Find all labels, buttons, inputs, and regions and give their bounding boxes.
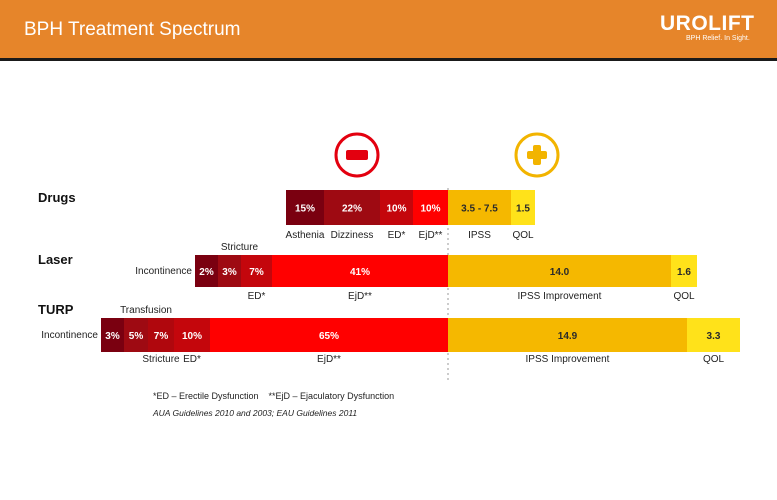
laser-benefit-0-value-label: 14.0	[550, 267, 570, 278]
laser-benefit-1-bar	[671, 255, 697, 287]
turp-risk-2-category-label: Stricture	[142, 354, 180, 365]
drugs-benefit-0-bar	[448, 190, 511, 225]
drugs-benefit-1-bar	[511, 190, 535, 225]
turp-benefit-1-category-label: QOL	[703, 354, 725, 365]
turp-benefit-0-value-label: 14.9	[558, 331, 578, 342]
turp-benefit-1-bar	[687, 318, 740, 352]
drugs-risk-0-category-label: Asthenia	[286, 230, 325, 241]
turp-risk-2-bar	[148, 318, 174, 352]
drugs-risk-2-bar	[380, 190, 413, 225]
laser-risk-2-category-label: ED*	[248, 291, 266, 302]
laser-risk-3-value-label: 41%	[350, 267, 370, 278]
laser-benefit-0-category-label: IPSS Improvement	[518, 291, 602, 302]
turp-benefit-1-value-label: 3.3	[707, 331, 721, 342]
turp-risk-1-bar	[124, 318, 148, 352]
drugs-risk-1-bar	[324, 190, 380, 225]
header-bar: BPH Treatment Spectrum UROLIFT BPH Relie…	[0, 0, 777, 58]
laser-benefit-1-value-label: 1.6	[677, 267, 691, 278]
abbreviation-footnote: *ED – Erectile Dysfunction **EjD – Ejacu…	[153, 391, 395, 401]
drugs-risk-3-bar	[413, 190, 448, 225]
drugs-risk-3-value-label: 10%	[420, 204, 440, 215]
drugs-benefit-1-category-label: QOL	[512, 230, 534, 241]
drugs-risk-0-value-label: 15%	[295, 204, 315, 215]
drugs-risk-3-category-label: EjD**	[419, 230, 443, 241]
turp-risk-3-category-label: ED*	[183, 354, 201, 365]
drugs-benefit-0-category-label: IPSS	[468, 230, 491, 241]
laser-risk-0-value-label: 2%	[199, 267, 214, 278]
minus-circle-icon	[334, 132, 380, 178]
turp-benefit-0-bar	[448, 318, 687, 352]
drugs-risk-2-category-label: ED*	[388, 230, 406, 241]
turp-risk-4-bar	[210, 318, 448, 352]
page-title: BPH Treatment Spectrum	[24, 19, 241, 40]
drugs-risk-1-category-label: Dizziness	[331, 230, 374, 241]
laser-benefit-1-category-label: QOL	[673, 291, 695, 302]
turp-benefit-0-category-label: IPSS Improvement	[526, 354, 610, 365]
laser-risk-1-bar	[218, 255, 241, 287]
row-label-laser: Laser	[38, 252, 73, 267]
drugs-benefit-1-value-label: 1.5	[516, 204, 530, 215]
logo-tagline: BPH Relief. In Sight.	[686, 35, 750, 42]
turp-risk-3-value-label: 10%	[182, 331, 202, 342]
laser-benefit-0-bar	[448, 255, 671, 287]
turp-risk-0-value-label: 3%	[105, 331, 120, 342]
laser-risk-3-category-label: EjD**	[348, 291, 372, 302]
laser-risk-2-value-label: 7%	[249, 267, 264, 278]
drugs-risk-0-bar	[286, 190, 324, 225]
turp-risk-2-value-label: 7%	[154, 331, 169, 342]
turp-risk-0-category-label: Incontinence	[41, 330, 98, 341]
laser-risk-0-category-label: Incontinence	[135, 266, 192, 277]
turp-risk-4-value-label: 65%	[319, 331, 339, 342]
row-label-drugs: Drugs	[38, 190, 76, 205]
row-label-turp: TURP	[38, 302, 74, 317]
laser-risk-1-value-label: 3%	[222, 267, 237, 278]
logo-wordmark: UROLIFT	[660, 12, 755, 35]
turp-risk-1-value-label: 5%	[129, 331, 144, 342]
laser-risk-1-category-label: Stricture	[221, 242, 259, 253]
turp-risk-0-bar	[101, 318, 124, 352]
drugs-risk-1-value-label: 22%	[342, 204, 362, 215]
header-divider	[0, 58, 777, 61]
drugs-benefit-0-value-label: 3.5 - 7.5	[461, 204, 498, 215]
turp-risk-1-category-label: Transfusion	[120, 305, 172, 316]
laser-risk-0-bar	[195, 255, 218, 287]
turp-risk-3-bar	[174, 318, 210, 352]
urolift-logo: UROLIFT BPH Relief. In Sight.	[660, 12, 760, 48]
laser-risk-2-bar	[241, 255, 272, 287]
laser-risk-3-bar	[272, 255, 448, 287]
plus-circle-icon	[514, 132, 560, 178]
source-footnote: AUA Guidelines 2010 and 2003; EAU Guidel…	[153, 408, 358, 418]
turp-risk-4-category-label: EjD**	[317, 354, 341, 365]
drugs-risk-2-value-label: 10%	[386, 204, 406, 215]
